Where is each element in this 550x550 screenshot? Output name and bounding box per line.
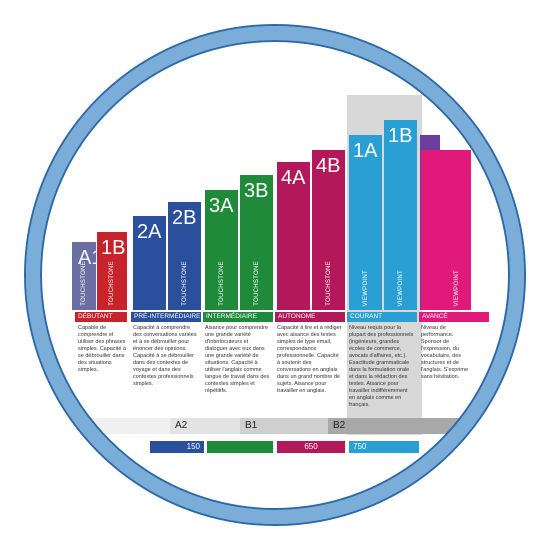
circle-frame-outer-line <box>24 24 526 526</box>
